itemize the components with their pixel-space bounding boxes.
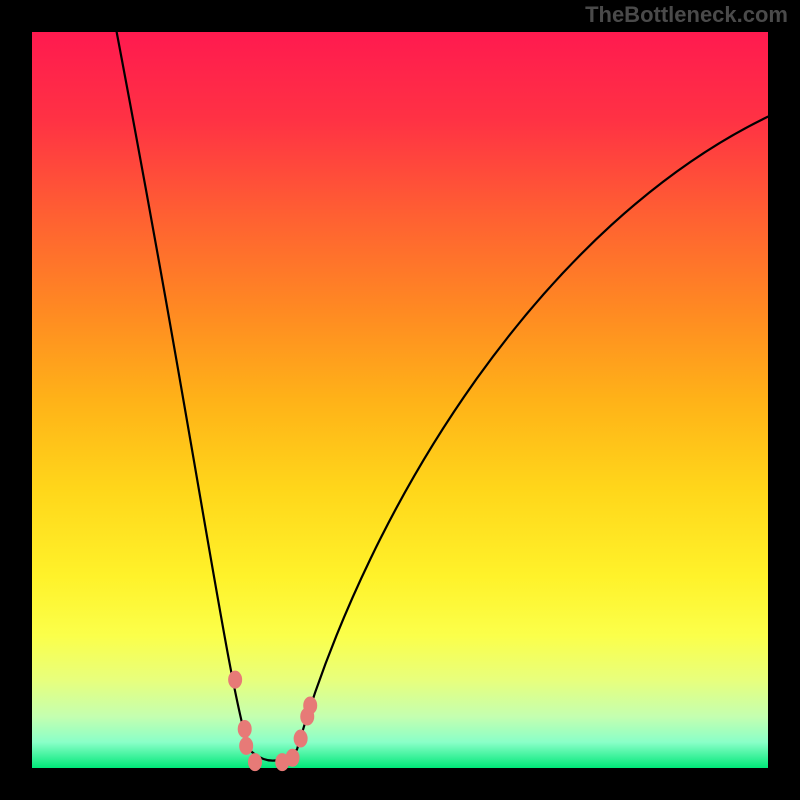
- data-dot: [248, 753, 262, 771]
- data-dot: [228, 671, 242, 689]
- data-dot: [238, 720, 252, 738]
- data-dot: [239, 737, 253, 755]
- watermark-text: TheBottleneck.com: [585, 2, 788, 28]
- data-dot: [286, 749, 300, 767]
- data-dot: [303, 696, 317, 714]
- plot-area: [32, 32, 768, 768]
- data-dot: [294, 730, 308, 748]
- bottleneck-curve: [117, 32, 768, 761]
- curve-layer: [32, 32, 768, 768]
- chart-frame: TheBottleneck.com: [0, 0, 800, 800]
